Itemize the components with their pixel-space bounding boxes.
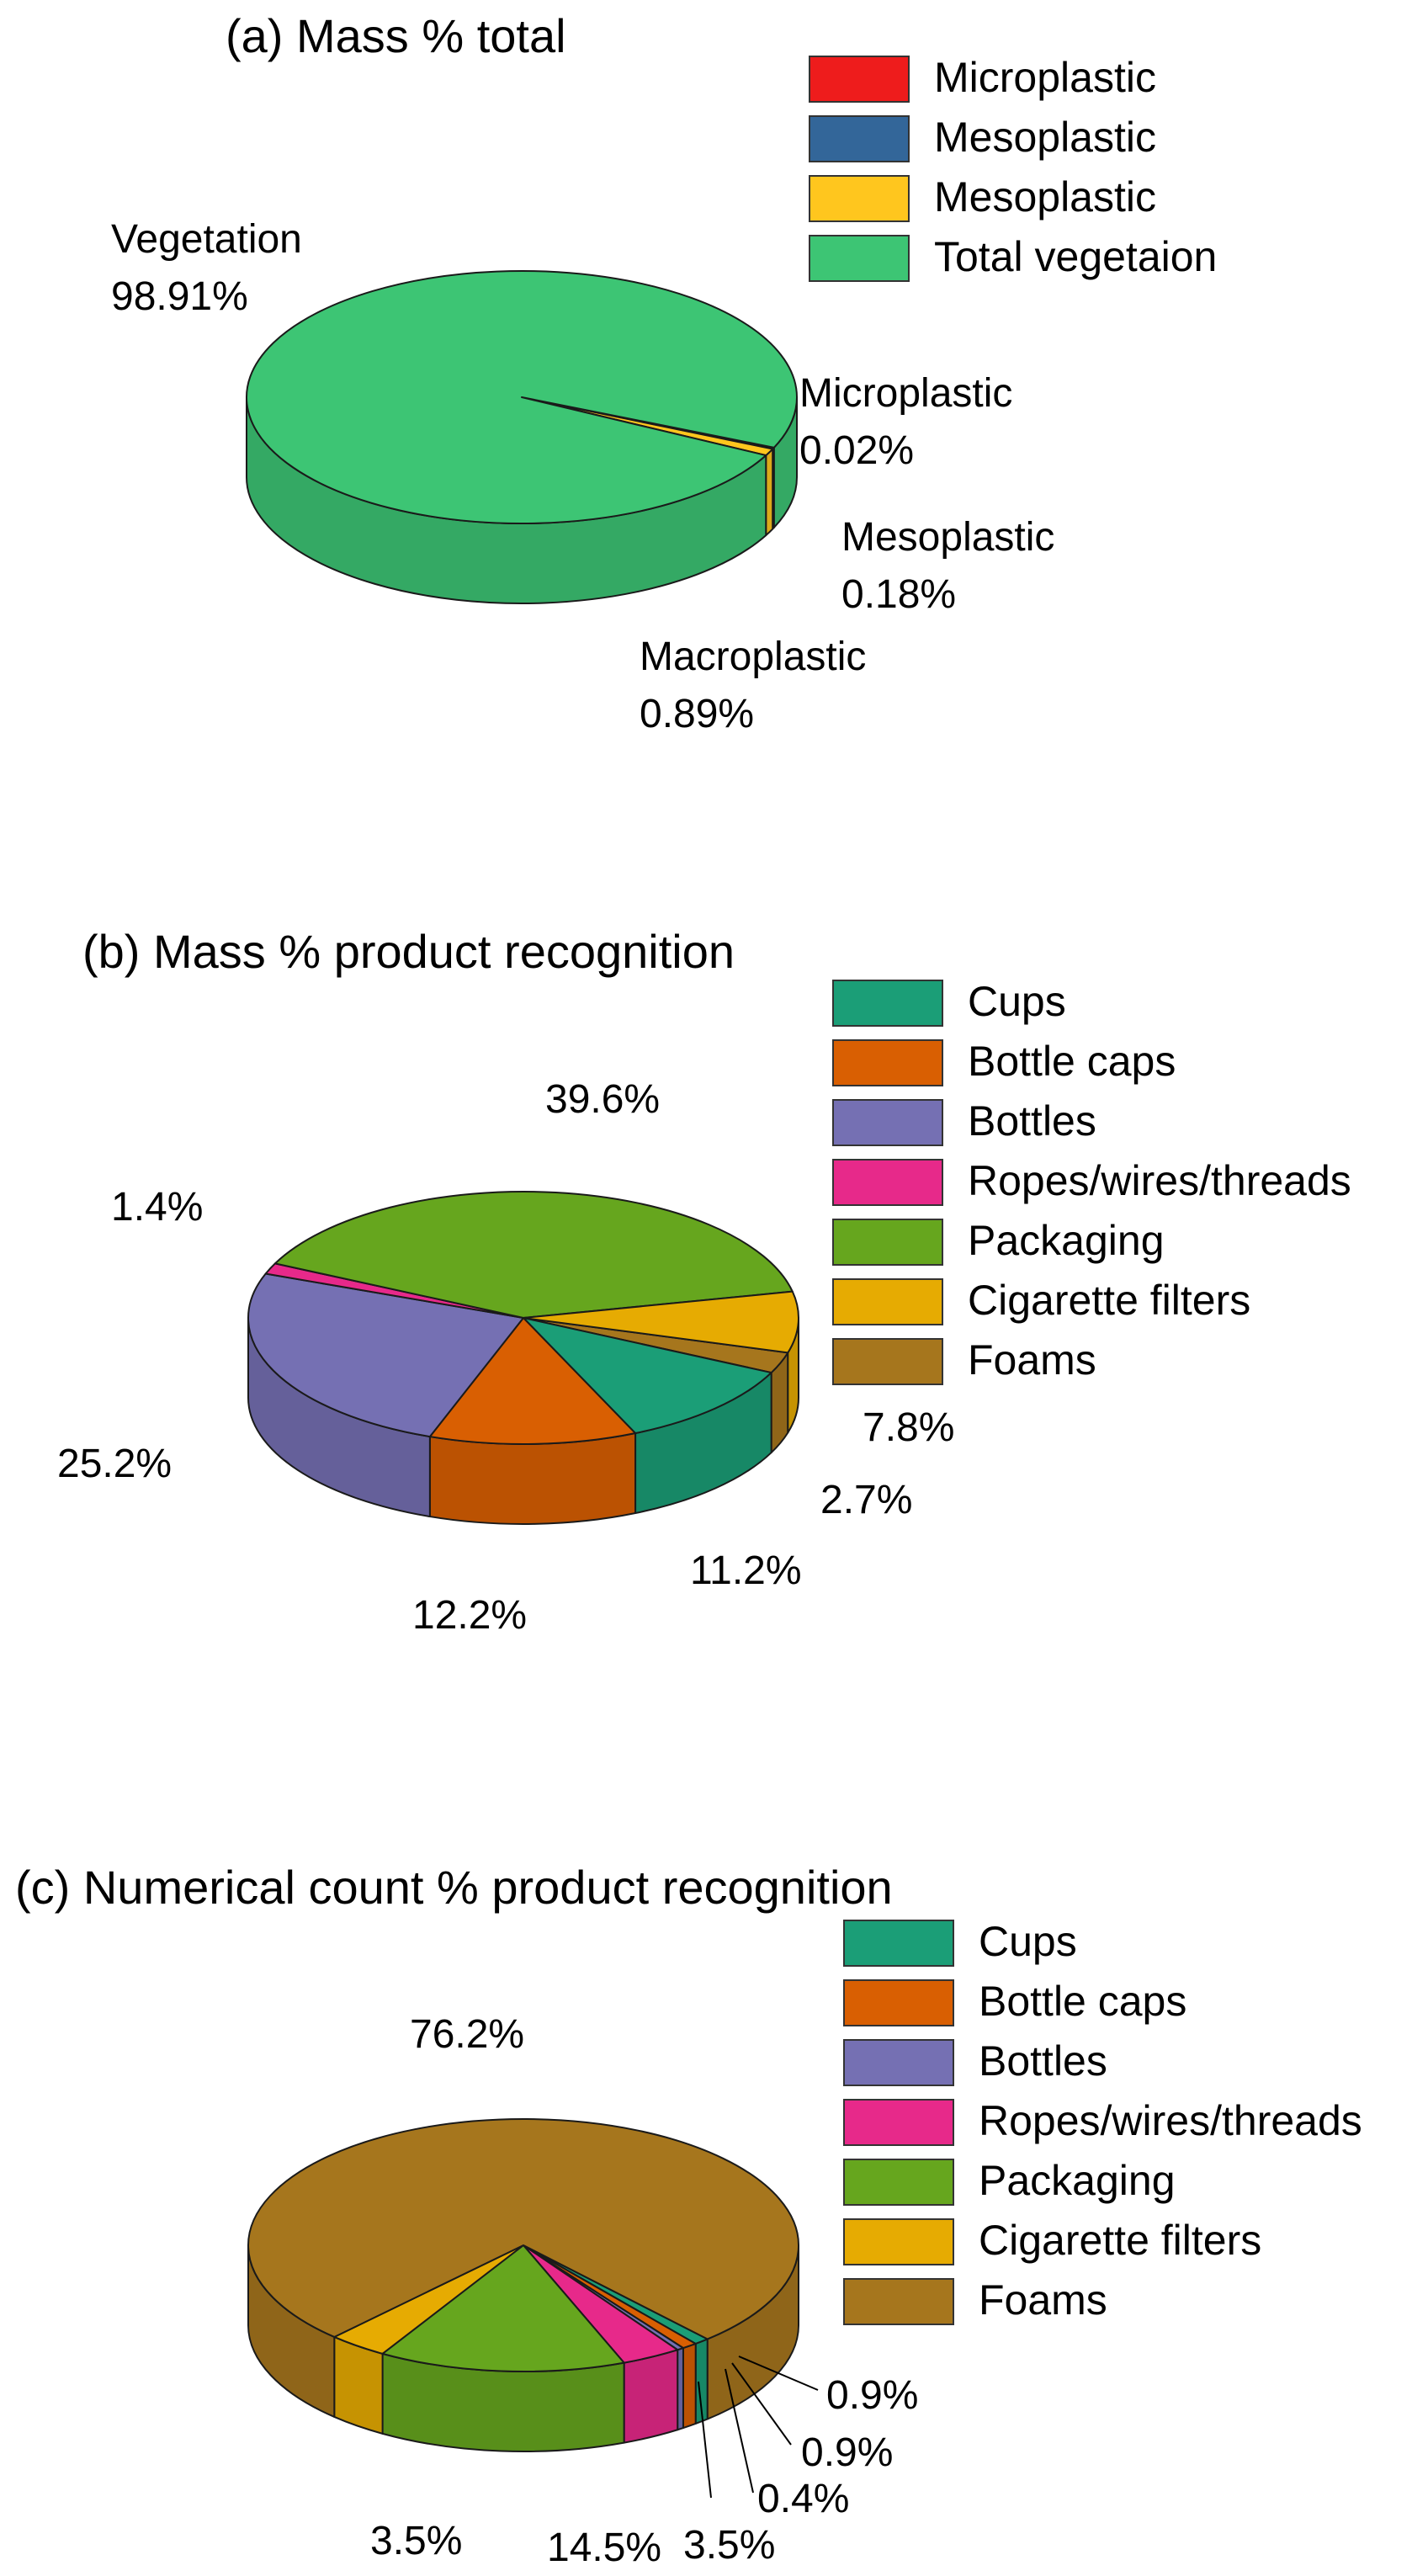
slice-side-bottle-caps [428, 1432, 637, 1525]
legend-label-foams-6: Foams [979, 2276, 1107, 2324]
label-mesoplastic-value: 0.18% [841, 572, 956, 617]
label-bottle-caps-value: 0.9% [801, 2430, 893, 2475]
slice-side-macroplastic [765, 448, 774, 537]
legend-swatch-cigarette-filters-5 [832, 1278, 943, 1325]
legend-swatch-ropes-wires-threads-3 [843, 2099, 954, 2146]
legend-label-cigarette-filters-5: Cigarette filters [979, 2217, 1261, 2264]
slice-foams [247, 2118, 799, 2340]
panel-a-title: (a) Mass % total [226, 9, 566, 62]
slice-side-ropes-wires-threads [623, 2349, 679, 2444]
legend-label-packaging-4: Packaging [968, 1217, 1165, 1264]
legend-swatch-foams-6 [832, 1338, 943, 1385]
panel-b-labels: 39.6% 1.4% 25.2% 7.8% 2.7% 11.2% 12.2% [57, 1077, 954, 1638]
panel-c-count-product: (c) Numerical count % product recognitio… [15, 1861, 1362, 2570]
label-bottles-value: 0.4% [757, 2477, 849, 2521]
label-vegetation-name: Vegetation [111, 217, 302, 262]
slice-side-bottle-caps [682, 2342, 697, 2430]
legend-swatch-cigarette-filters-5 [843, 2218, 954, 2265]
legend-label-microplastic-0: Microplastic [934, 54, 1156, 101]
label-microplastic-value: 0.02% [799, 428, 914, 473]
slice-cups [523, 1317, 772, 1435]
label-mesoplastic-name: Mesoplastic [841, 515, 1054, 560]
panel-a-mass-total: (a) Mass % total Microplastic Mesoplastic… [111, 9, 1217, 736]
legend-label-bottle-caps-1: Bottle caps [979, 1978, 1186, 2025]
legend-label-foams-6: Foams [968, 1336, 1096, 1384]
legend-swatch-bottles-2 [832, 1099, 943, 1146]
legend-label-bottles-2: Bottles [979, 2037, 1107, 2085]
panel-c-labels: 76.2% 0.9% 0.9% 0.4% 3.5% 14.5% 3.5% [370, 2012, 918, 2570]
slice-packaging [273, 1191, 794, 1319]
legend-swatch-foams-6 [843, 2278, 954, 2325]
panel-b-legend: Cups Bottle caps Bottles Ropes/wires/thread… [832, 978, 1351, 1385]
legend-swatch-ropes-wires-threads-3 [832, 1159, 943, 1206]
legend-swatch-microplastic-0 [809, 56, 910, 103]
legend-label-packaging-4: Packaging [979, 2157, 1176, 2204]
label-foams-value: 76.2% [410, 2012, 524, 2057]
label-ropes-value: 3.5% [683, 2523, 775, 2568]
panel-b-mass-product: (b) Mass % product recognition Cups Bottl… [57, 925, 1351, 1638]
slice-bottles [247, 1272, 524, 1438]
legend-swatch-bottles-2 [843, 2039, 954, 2086]
panel-b-pie [247, 1191, 799, 1525]
label-packaging-value: 39.6% [545, 1077, 660, 1122]
legend-swatch-mesoplastic-2 [809, 175, 910, 222]
legend-swatch-mesoplastic-1 [809, 115, 910, 162]
label-macroplastic-name: Macroplastic [640, 635, 866, 679]
slice-vegetation [246, 270, 798, 524]
panel-c-title: (c) Numerical count % product recognitio… [15, 1861, 893, 1914]
panel-a-labels: Vegetation 98.91% Microplastic 0.02% Mes… [111, 217, 1054, 736]
label-macroplastic-value: 0.89% [640, 692, 754, 736]
legend-swatch-total-vegetaion-3 [809, 235, 910, 282]
slice-bottle-caps [428, 1317, 637, 1445]
legend-swatch-cups-0 [843, 1920, 954, 1967]
legend-swatch-packaging-4 [843, 2159, 954, 2206]
label-cups-value: 0.9% [826, 2373, 918, 2418]
panel-b-title: (b) Mass % product recognition [82, 925, 735, 978]
legend-label-mesoplastic-2: Mesoplastic [934, 173, 1156, 220]
leader-line-cups [738, 2356, 819, 2391]
slice-side-bottles [677, 2347, 684, 2431]
slice-packaging [381, 2244, 625, 2372]
label-cups-value: 11.2% [690, 1548, 802, 1593]
legend-label-ropes-wires-threads-3: Ropes/wires/threads [968, 1157, 1351, 1204]
label-cigarette-filters-value: 7.8% [863, 1405, 954, 1450]
legend-swatch-bottle-caps-1 [843, 1979, 954, 2026]
label-cigarette-filters-value: 3.5% [370, 2519, 462, 2563]
label-foams-value: 2.7% [820, 1478, 912, 1522]
legend-swatch-packaging-4 [832, 1219, 943, 1266]
legend-swatch-cups-0 [832, 980, 943, 1027]
panel-a-legend: Microplastic Mesoplastic Mesoplastic Total … [809, 54, 1217, 282]
legend-label-cups-0: Cups [968, 978, 1066, 1025]
legend-label-ropes-wires-threads-3: Ropes/wires/threads [979, 2097, 1362, 2144]
legend-label-mesoplastic-1: Mesoplastic [934, 114, 1156, 161]
leader-line-ropes [698, 2381, 712, 2499]
label-packaging-value: 14.5% [547, 2526, 661, 2570]
legend-label-cigarette-filters-5: Cigarette filters [968, 1277, 1250, 1324]
legend-label-cups-0: Cups [979, 1918, 1077, 1965]
label-ropes-value: 1.4% [111, 1185, 203, 1230]
legend-swatch-bottle-caps-1 [832, 1039, 943, 1086]
label-microplastic-name: Microplastic [799, 371, 1012, 416]
label-bottle-caps-value: 12.2% [412, 1593, 527, 1638]
label-bottles-value: 25.2% [57, 1442, 172, 1486]
label-vegetation-value: 98.91% [111, 274, 248, 319]
slice-cigarette-filters [523, 1290, 799, 1354]
panel-c-leader-lines [698, 2356, 819, 2499]
panel-c-pie [247, 2118, 799, 2452]
leader-line-bottles [725, 2368, 754, 2494]
legend-label-bottle-caps-1: Bottle caps [968, 1038, 1176, 1085]
legend-label-bottles-2: Bottles [968, 1097, 1096, 1145]
leader-line-bottle-caps [731, 2362, 792, 2446]
legend-label-total-vegetaion-3: Total vegetaion [934, 233, 1217, 280]
panel-c-legend: Cups Bottle caps Bottles Ropes/wires/thread… [843, 1918, 1362, 2325]
panel-a-pie [246, 270, 798, 604]
